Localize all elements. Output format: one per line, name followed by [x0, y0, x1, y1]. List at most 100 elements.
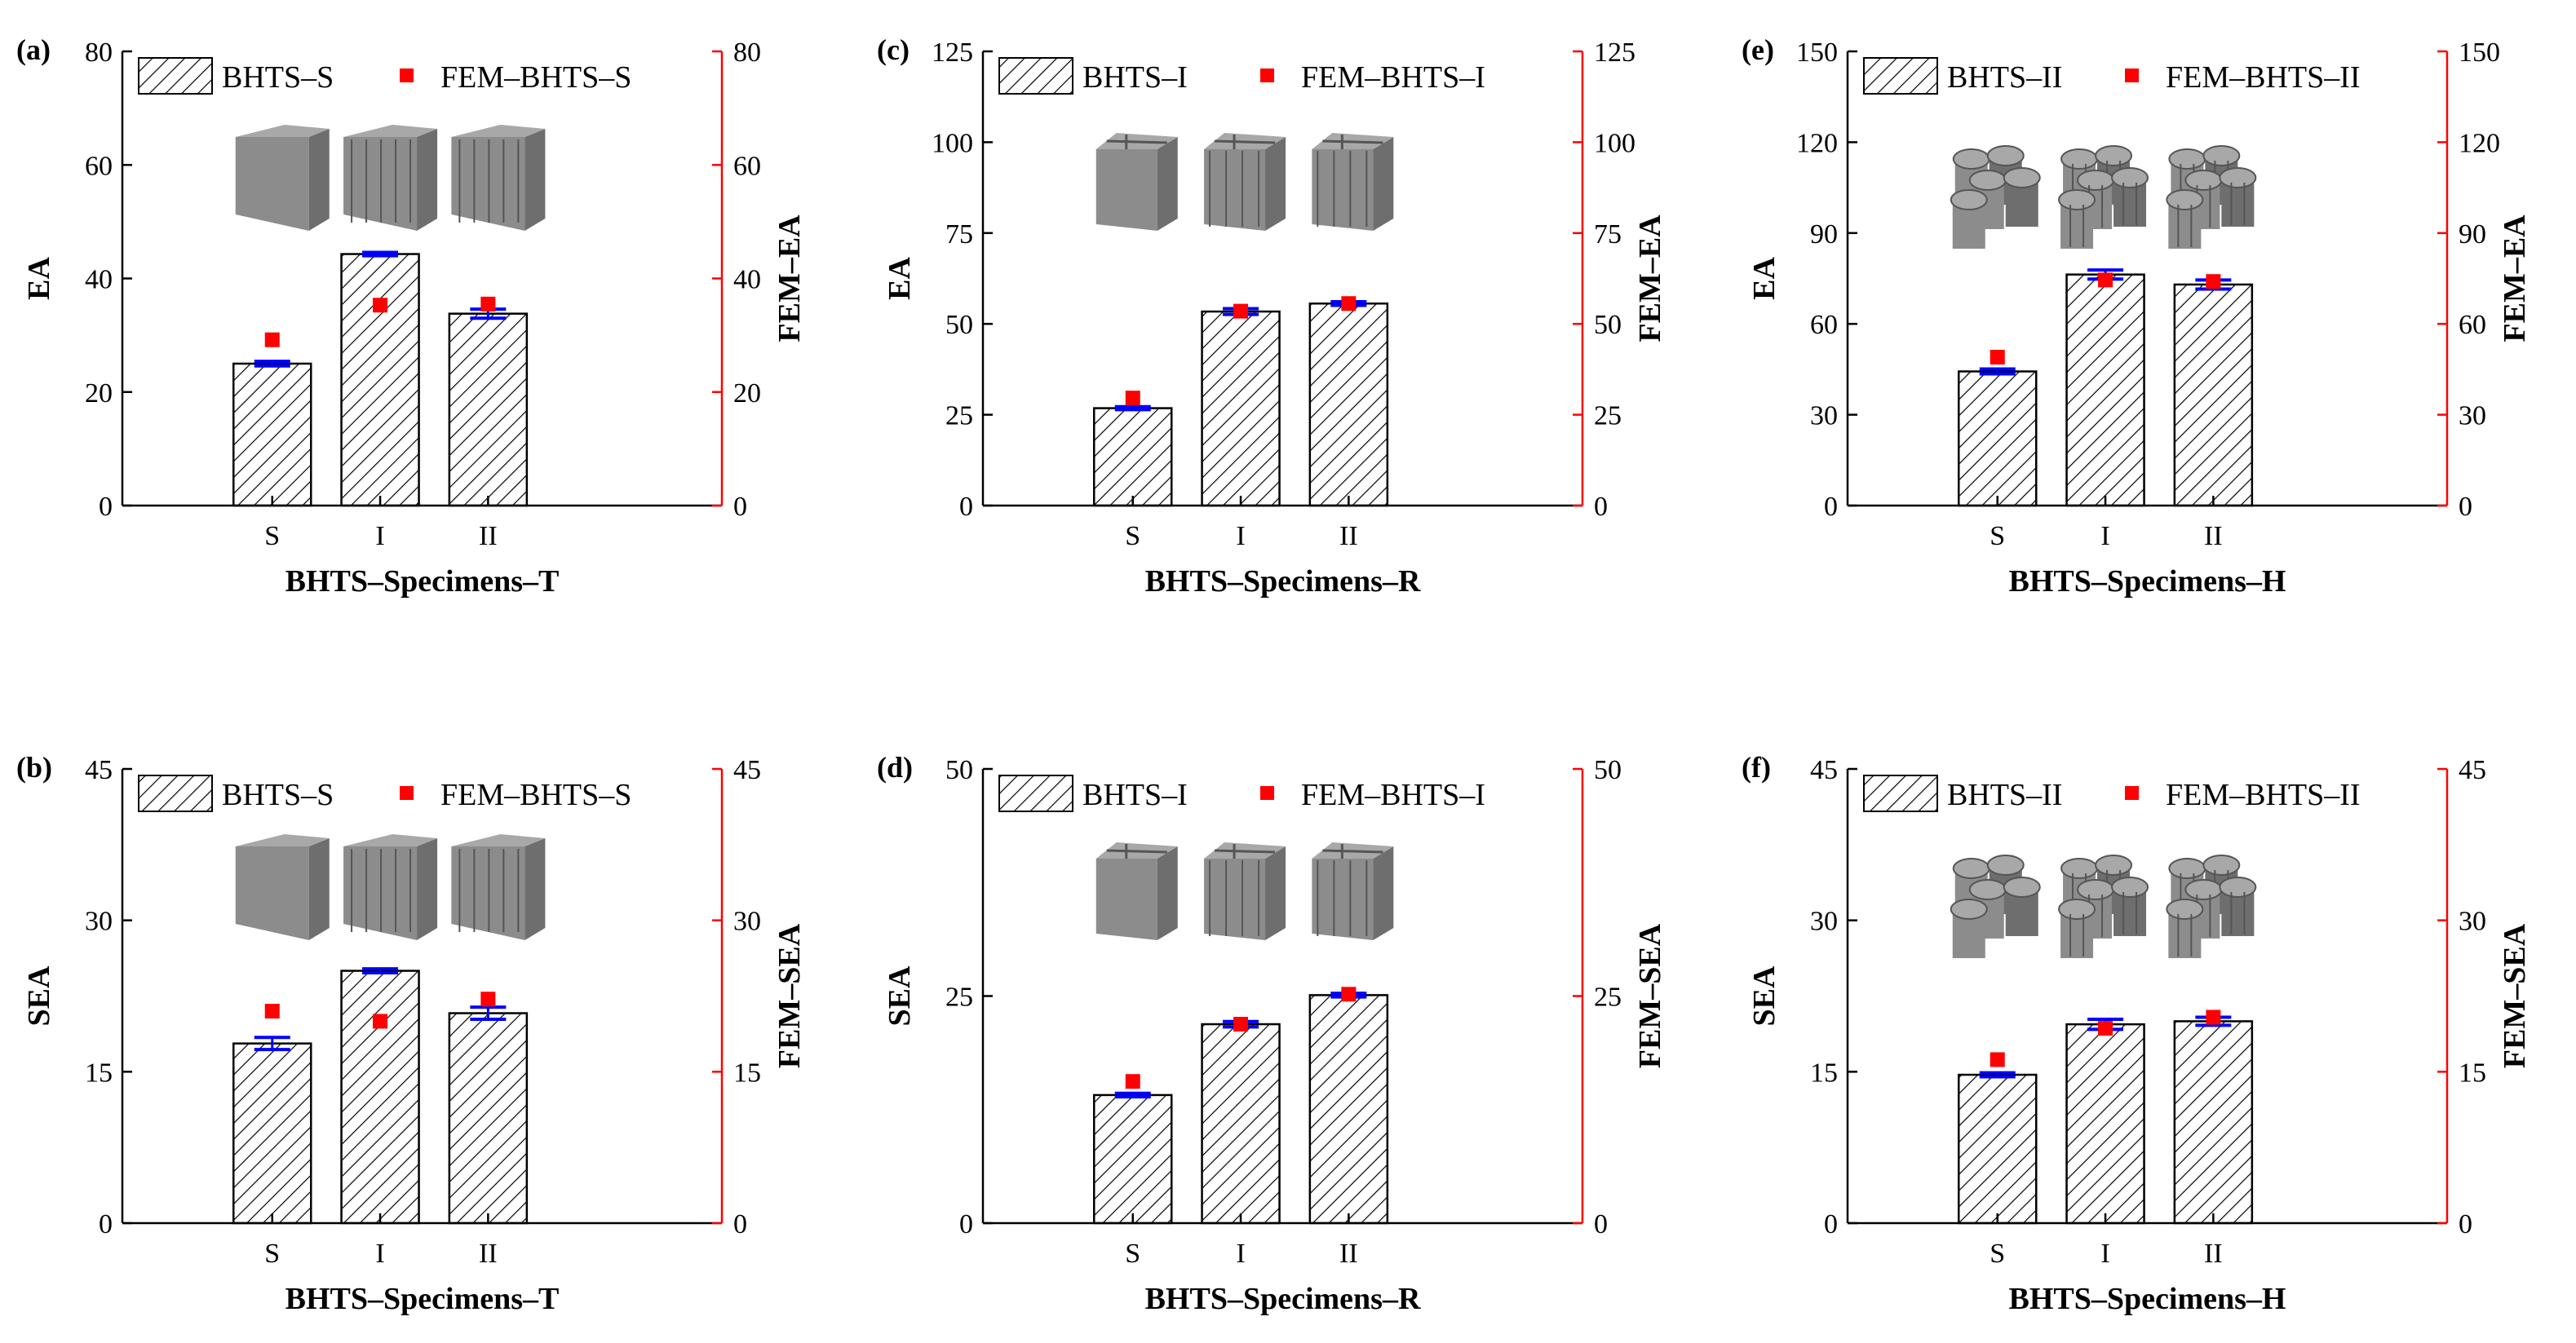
y-axis-title: EA: [883, 257, 917, 300]
x-tick-label: I: [2100, 1239, 2109, 1269]
bar: [1308, 302, 1389, 507]
specimen-cell-top: [2060, 148, 2099, 170]
fem-marker: [1341, 296, 1357, 311]
legend-label-fem: FEM–BHTS–S: [440, 60, 631, 95]
bar: [1958, 1073, 2038, 1225]
x-axis-title: BHTS–Specimens–H: [2009, 1282, 2286, 1316]
specimen-cell-top: [2003, 167, 2041, 188]
fem-marker: [480, 296, 496, 311]
y-tick-label: 60: [85, 151, 113, 181]
specimen-face: [1204, 149, 1266, 231]
specimen-top: [235, 125, 330, 137]
bar: [448, 312, 529, 507]
x-tick-label: S: [1125, 1239, 1140, 1269]
specimen-cell-top: [2184, 879, 2223, 900]
panel-label: (e): [1742, 33, 1774, 66]
x-tick-label: II: [479, 1239, 498, 1269]
bar: [232, 362, 312, 507]
legend-swatch-bar: [998, 775, 1073, 812]
y-tick-label: 15: [85, 1058, 113, 1088]
x-tick-label: I: [375, 521, 384, 551]
specimen-render: [343, 125, 438, 231]
bar: [232, 1042, 312, 1225]
bar: [1201, 310, 1281, 507]
y2-tick-label: 45: [2459, 755, 2486, 785]
specimen-side: [1265, 137, 1286, 231]
specimen-side: [417, 838, 438, 940]
y-tick-label: 125: [932, 38, 973, 68]
y-axis-title: SEA: [1747, 965, 1782, 1026]
specimen-cell-top: [2111, 877, 2149, 898]
fem-marker: [1341, 987, 1357, 1002]
bar: [2173, 283, 2254, 507]
specimen-render: [1204, 842, 1286, 940]
y-tick-label: 25: [945, 983, 973, 1013]
x-tick-label: I: [375, 1239, 384, 1269]
specimen-render: [451, 834, 546, 940]
x-tick-label: II: [479, 521, 498, 551]
y-axis-title: EA: [22, 257, 56, 300]
legend-swatch-bar: [998, 57, 1073, 95]
fem-marker: [264, 1004, 280, 1019]
legend-swatch-bar: [1863, 57, 1938, 95]
specimen-face: [1312, 149, 1374, 231]
legend-swatch-bar: [138, 57, 213, 95]
legend-swatch-fem: [400, 786, 414, 800]
y-tick-label: 150: [1796, 38, 1838, 68]
y2-tick-label: 0: [733, 492, 747, 522]
legend-swatch-fem: [2125, 786, 2139, 800]
y2-tick-label: 0: [2459, 1209, 2472, 1239]
y2-tick-label: 20: [733, 378, 761, 409]
specimen-render: [2166, 145, 2257, 249]
specimen-render: [2166, 855, 2257, 958]
y2-tick-label: 30: [2459, 907, 2486, 937]
y-tick-label: 0: [99, 1209, 113, 1239]
y2-tick-label: 125: [1594, 38, 1635, 68]
legend-label-fem: FEM–BHTS–S: [440, 778, 631, 812]
panel-label: (f): [1742, 751, 1771, 784]
panel-label: (c): [877, 33, 910, 66]
bar: [448, 1012, 529, 1225]
specimen-render: [2058, 145, 2149, 249]
specimen-cell-top: [2058, 189, 2096, 210]
specimen-side: [1157, 137, 1178, 231]
y2-tick-label: 50: [1594, 755, 1622, 785]
legend: BHTS–S FEM–BHTS–S: [138, 57, 631, 95]
specimen-cell-top: [1986, 855, 2025, 876]
legend-label-fem: FEM–BHTS–I: [1301, 778, 1485, 812]
y-tick-label: 15: [1810, 1058, 1838, 1088]
y2-tick-label: 60: [733, 151, 761, 181]
y2-tick-label: 15: [733, 1058, 761, 1088]
fem-marker: [2206, 1009, 2221, 1025]
specimen-top: [451, 834, 546, 846]
y-tick-label: 100: [932, 128, 973, 158]
x-tick-label: S: [264, 1239, 280, 1269]
fem-marker: [1990, 1052, 2005, 1067]
specimen-cell-top: [1950, 899, 1988, 920]
legend-swatch-fem: [400, 68, 414, 82]
y2-tick-label: 75: [1594, 219, 1622, 250]
specimen-face: [1312, 859, 1374, 940]
y2-tick-label: 30: [733, 907, 761, 937]
legend-swatch-fem: [2125, 68, 2139, 82]
y-tick-label: 30: [1810, 907, 1838, 937]
y2-tick-label: 25: [1594, 983, 1622, 1013]
specimen-render: [235, 834, 330, 940]
fem-marker: [1125, 391, 1140, 406]
specimen-web: [1322, 139, 1383, 144]
specimen-web: [1215, 849, 1276, 854]
fem-marker: [1233, 303, 1249, 319]
y2-tick-label: 40: [733, 265, 761, 295]
fem-marker: [2098, 1021, 2113, 1036]
fem-marker: [2098, 272, 2113, 288]
specimen-web: [1322, 849, 1383, 854]
specimen-cell-top: [2219, 167, 2257, 188]
specimen-side: [417, 129, 438, 231]
legend-swatch-fem: [1260, 68, 1274, 82]
fem-marker: [1125, 1074, 1140, 1089]
y2-tick-label: 120: [2459, 128, 2500, 158]
specimen-cell-top: [1952, 148, 1990, 170]
y2-tick-label: 0: [1594, 1209, 1608, 1239]
